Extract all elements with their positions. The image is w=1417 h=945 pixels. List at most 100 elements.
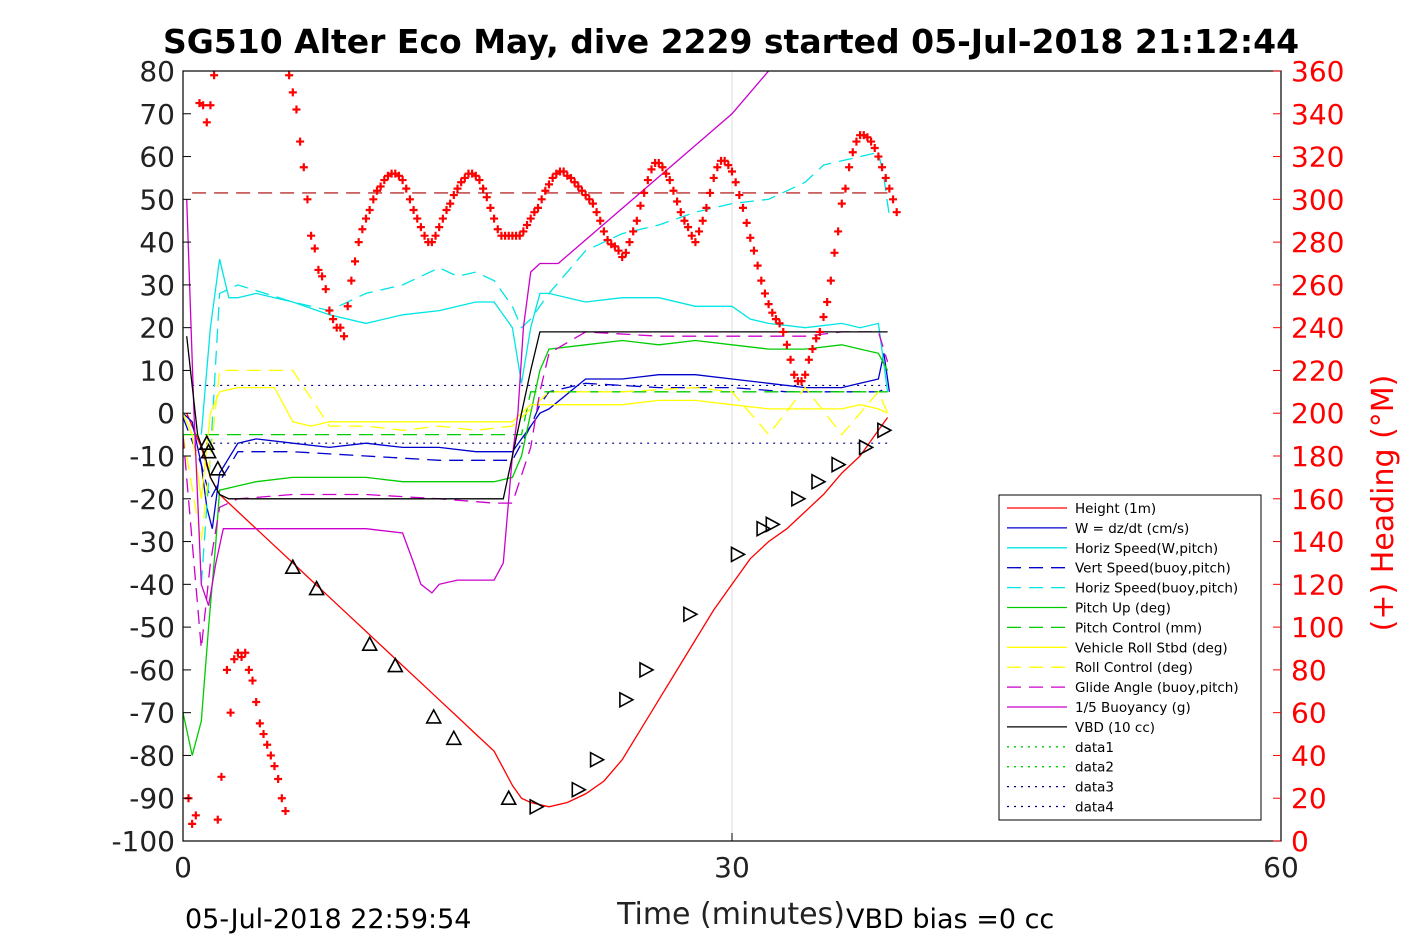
y2-tick-label: 40 (1291, 739, 1327, 772)
dive-marker (529, 798, 545, 816)
heading-point (259, 730, 268, 739)
footer-date: 05-Jul-2018 22:59:54 (185, 904, 471, 935)
heading-point (709, 173, 718, 182)
heading-point (724, 161, 733, 170)
heading-point (819, 312, 828, 321)
heading-point (878, 163, 887, 172)
heading-point (248, 676, 257, 685)
legend: Height (1m) W = dz/dt (cm/s) Horiz Speed(W… (998, 494, 1262, 821)
heading-point (680, 216, 689, 225)
y-tick-label: 50 (139, 183, 175, 216)
dive-marker (639, 661, 655, 679)
heading-point (731, 178, 740, 187)
y2-tick-label: 320 (1291, 141, 1344, 174)
series-4-line (200, 151, 891, 585)
y-tick-label: 20 (139, 312, 175, 345)
heading-point (676, 208, 685, 217)
heading-point (266, 751, 275, 760)
heading-point (394, 171, 403, 180)
heading-point (592, 208, 601, 217)
y-axis-ticks: 80 70 60 50 40 30 20 10 0 -10 -20 -30 -40 -50 -60 -70 -8… (111, 55, 191, 858)
y2-tick-label: 60 (1291, 697, 1327, 730)
heading-point (255, 719, 264, 728)
heading-point (804, 355, 813, 364)
y-tick-label: -70 (129, 697, 175, 730)
legend-entry-7: Vehicle Roll Stbd (deg) (1075, 640, 1228, 656)
heading-point (629, 227, 638, 236)
heading-point (581, 191, 590, 200)
heading-point (427, 238, 436, 247)
dive-marker (284, 558, 302, 575)
heading-point (369, 195, 378, 204)
heading-point (252, 697, 261, 706)
heading-point (545, 180, 553, 189)
heading-point (566, 173, 575, 182)
legend-box (998, 494, 1262, 821)
heading-point (449, 191, 458, 200)
heading-point (446, 199, 455, 208)
y2-tick-label: 80 (1291, 654, 1327, 687)
heading-point (757, 276, 766, 285)
heading-point (340, 332, 349, 341)
dive-marker (209, 460, 227, 476)
heading-point (654, 158, 663, 167)
heading-point (358, 225, 367, 234)
heading-points (184, 71, 901, 828)
dive-markers (198, 421, 893, 816)
heading-point (372, 186, 381, 195)
heading-point (380, 176, 389, 185)
heading-point (874, 152, 883, 161)
heading-point (217, 772, 226, 781)
heading-point (863, 133, 872, 142)
dive-marker (791, 490, 807, 508)
series-11-line (186, 331, 888, 500)
dive-marker (765, 516, 781, 533)
heading-point (409, 206, 418, 215)
heading-point (768, 308, 777, 317)
heading-point (263, 740, 272, 749)
y2-tick-label: 160 (1291, 483, 1344, 516)
legend-entry-5: Pitch Up (deg) (1075, 601, 1171, 617)
legend-entry-15: data4 (1075, 800, 1114, 816)
heading-point (797, 377, 806, 386)
x-axis-label: Time (minutes) (616, 897, 845, 932)
heading-point (815, 327, 824, 336)
heading-point (281, 807, 290, 816)
heading-point (199, 101, 208, 110)
heading-point (881, 173, 890, 182)
dive-marker (386, 656, 404, 673)
legend-entry-11: VBD (10 cc) (1075, 720, 1155, 736)
heading-point (191, 811, 200, 820)
heading-point (588, 199, 597, 208)
heading-point (618, 253, 627, 262)
heading-point (834, 227, 843, 236)
heading-point (621, 248, 630, 257)
heading-point (277, 794, 286, 803)
heading-point (438, 214, 447, 223)
legend-entry-4: Horiz Speed(buoy,pitch) (1075, 581, 1238, 597)
legend-entry-0: Height (1m) (1075, 501, 1156, 517)
dive-marker (683, 605, 699, 623)
dive-marker (308, 579, 325, 596)
dive-marker (619, 691, 635, 709)
heading-point (226, 708, 235, 717)
x-tick-label: 30 (714, 851, 750, 884)
heading-point (537, 195, 546, 204)
legend-entry-2: Horiz Speed(W,pitch) (1075, 541, 1218, 557)
heading-point (314, 265, 323, 274)
heading-point (867, 137, 876, 146)
heading-point (771, 315, 780, 324)
heading-point (738, 203, 747, 212)
heading-point (801, 370, 810, 379)
heading-point (471, 171, 480, 180)
heading-point (493, 225, 502, 234)
y-tick-label: -50 (129, 611, 175, 644)
y2-axis-ticks: 3603403203002802602402202001801601401201… (1273, 55, 1344, 858)
heading-point (574, 182, 583, 191)
heading-point (636, 201, 645, 210)
heading-point (343, 302, 352, 311)
heading-point (515, 231, 524, 240)
heading-point (288, 88, 297, 97)
heading-point (852, 137, 861, 146)
